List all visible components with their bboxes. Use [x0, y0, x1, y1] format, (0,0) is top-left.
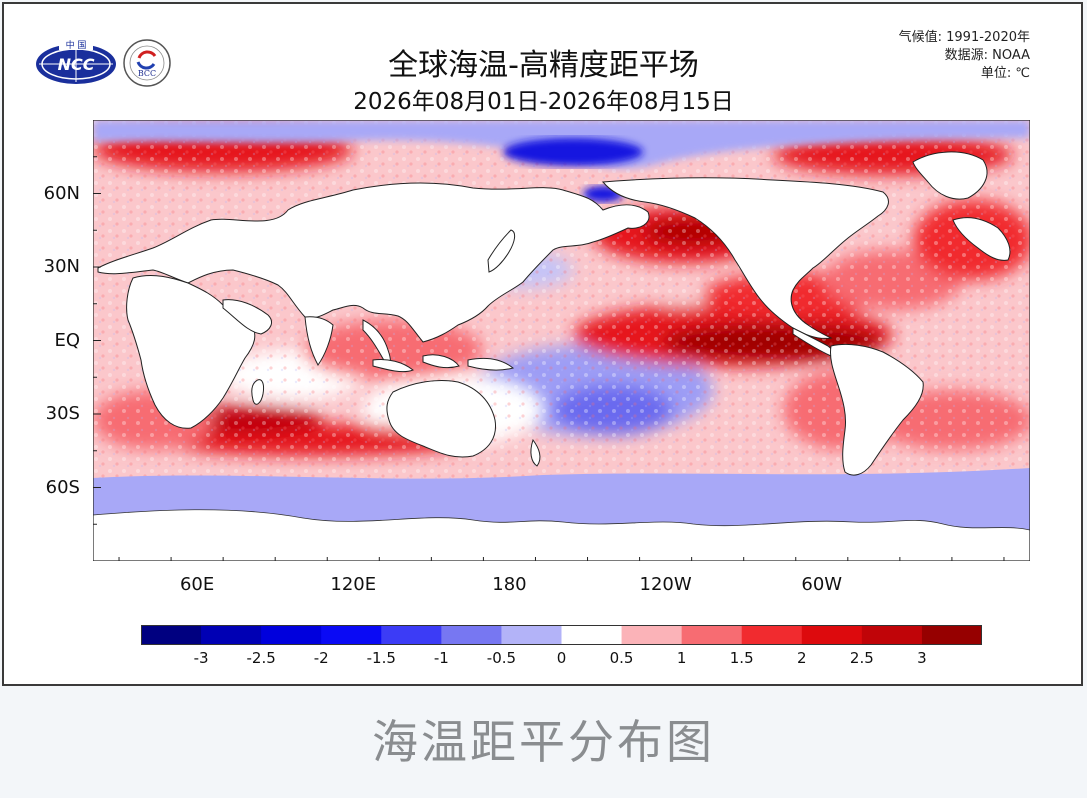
lat-label-60s: 60S — [45, 476, 80, 498]
colorbar-tick-label: -2.5 — [246, 649, 276, 667]
lon-label-120e: 120E — [330, 574, 377, 595]
colorbar-tick-label: 1.5 — [729, 649, 754, 667]
antarctica — [93, 509, 1030, 561]
lat-label-60n: 60N — [43, 182, 80, 204]
colorbar-tick-label: 1 — [676, 649, 687, 667]
colorbar-border — [141, 625, 982, 645]
ncc-logo-top-text: 中 国 — [66, 39, 87, 51]
baseline-info: 气候值: 1991-2020年 — [898, 30, 1030, 45]
colorbar-segment — [141, 625, 202, 645]
colorbar-segment — [621, 625, 683, 645]
colorbar-segment — [501, 625, 562, 645]
ncc-logo: 中 国 NCC — [36, 39, 116, 84]
continents — [97, 151, 1011, 476]
colorbar-segment — [681, 625, 743, 645]
ncc-logo-text: NCC — [58, 55, 95, 74]
colorbar-tick-label: 2 — [797, 649, 807, 667]
sst-anomaly-map — [93, 120, 1030, 561]
bcc-logo-text: BCC — [138, 69, 156, 78]
colorbar-segment — [801, 625, 863, 645]
colorbar-segment — [321, 625, 382, 645]
unit-info: 单位: ℃ — [980, 66, 1030, 81]
colorbar-tick-label: 2.5 — [849, 649, 874, 667]
lat-label-eq: EQ — [54, 329, 80, 351]
lon-label-60w: 60W — [801, 574, 843, 595]
colorbar-segment — [201, 625, 262, 645]
lon-label-180: 180 — [492, 574, 527, 595]
colorbar-segment — [921, 625, 982, 645]
colorbar — [141, 625, 982, 645]
colorbar-segment — [441, 625, 502, 645]
colorbar-segment — [381, 625, 442, 645]
colorbar-tick-label: 0 — [556, 649, 567, 667]
map-title: 全球海温-高精度距平场 — [388, 48, 699, 83]
colorbar-tick-label: -3 — [193, 649, 209, 667]
map-canvas — [93, 120, 1030, 561]
map-subtitle: 2026年08月01日-2026年08月15日 — [353, 89, 734, 115]
colorbar-tick-label: -2 — [313, 649, 329, 667]
colorbar-segment — [261, 625, 322, 645]
lon-label-60e: 60E — [179, 574, 215, 595]
colorbar-segment — [861, 625, 923, 645]
lon-label-120w: 120W — [639, 574, 692, 595]
data-source-info: 数据源: NOAA — [944, 48, 1030, 63]
bcc-logo: BCC — [123, 39, 171, 87]
colorbar-segment — [741, 625, 803, 645]
colorbar-segment — [561, 625, 623, 645]
lat-label-30n: 30N — [43, 256, 80, 277]
colorbar-tick-label: -0.5 — [486, 649, 517, 667]
colorbar-tick-label: -1.5 — [366, 649, 396, 667]
axis-ticks — [93, 156, 1005, 561]
colorbar-tick-label: -1 — [433, 649, 449, 667]
lat-label-30s: 30S — [45, 403, 80, 424]
colorbar-tick-label: 0.5 — [609, 649, 634, 667]
colorbar-tick-label: 3 — [917, 649, 927, 667]
figure-caption: 海温距平分布图 — [372, 715, 715, 769]
